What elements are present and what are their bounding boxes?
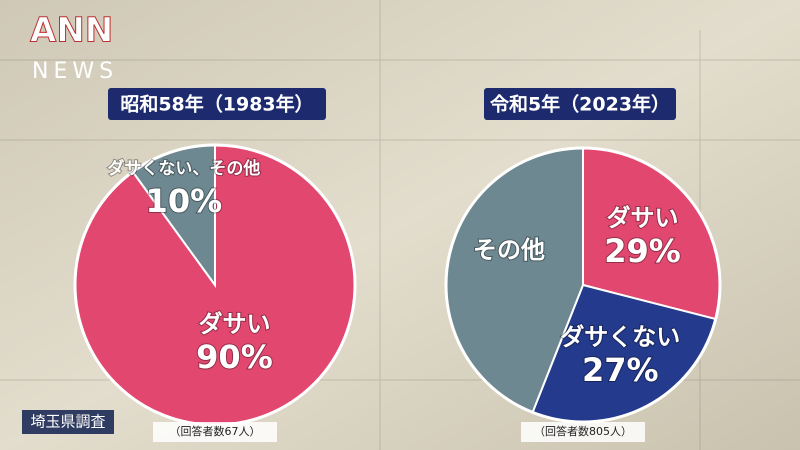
respondents-note: （回答者数805人） — [534, 424, 632, 438]
slice-label: ダサくない、その他 — [107, 158, 260, 179]
slice-value: 27% — [582, 351, 659, 389]
slice-label: ダサい — [198, 310, 270, 338]
slice-label: ダサくない — [560, 323, 680, 351]
title-box — [108, 88, 326, 120]
source-box — [22, 410, 114, 434]
note-box — [153, 422, 277, 442]
note-box — [521, 422, 645, 442]
slice-label: ダサい — [607, 204, 679, 232]
logo-sub: NEWS — [32, 59, 118, 84]
slice-value: 29% — [604, 232, 681, 270]
chart-title: 令和5年（2023年） — [490, 93, 670, 116]
respondents-note: （回答者数67人） — [170, 424, 261, 438]
chart-title: 昭和58年（1983年） — [120, 93, 313, 116]
logo-name: ANN — [30, 11, 113, 51]
slice-value: 10% — [146, 182, 223, 220]
slice-value: 90% — [196, 338, 273, 376]
source: 埼玉県調査 — [30, 413, 105, 431]
slice-label: その他 — [473, 236, 545, 264]
title-box — [484, 88, 676, 120]
